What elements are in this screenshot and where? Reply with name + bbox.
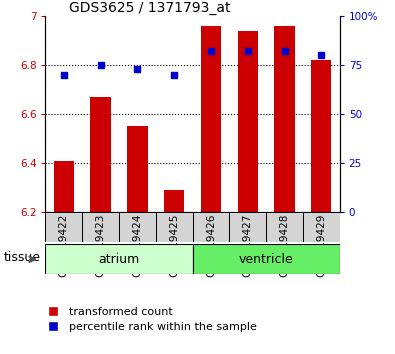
Text: GSM119429: GSM119429	[316, 214, 326, 277]
Bar	[266, 212, 303, 242]
Point	[318, 52, 324, 58]
Text: GSM119428: GSM119428	[280, 214, 290, 277]
Bar	[238, 31, 258, 212]
Bar	[275, 26, 295, 212]
Text: GSM119427: GSM119427	[243, 214, 253, 277]
Bar	[164, 190, 184, 212]
Text: tissue: tissue	[4, 251, 41, 264]
Text: atrium: atrium	[98, 253, 139, 266]
Bar	[82, 212, 119, 242]
Text: GSM119425: GSM119425	[169, 214, 179, 277]
Bar	[119, 212, 156, 242]
Bar	[311, 60, 331, 212]
Point	[98, 62, 104, 68]
Text: GSM119423: GSM119423	[96, 214, 105, 277]
Bar	[54, 161, 74, 212]
Point	[171, 72, 177, 78]
Bar	[303, 212, 340, 242]
Point	[245, 48, 251, 54]
Bar	[193, 244, 340, 274]
Bar	[45, 244, 193, 274]
Bar	[229, 212, 266, 242]
Legend: transformed count, percentile rank within the sample: transformed count, percentile rank withi…	[37, 303, 262, 336]
Bar	[127, 126, 147, 212]
Text: GSM119426: GSM119426	[206, 214, 216, 277]
Point	[61, 72, 67, 78]
Bar	[201, 26, 221, 212]
Text: GSM119422: GSM119422	[59, 214, 69, 277]
Text: GDS3625 / 1371793_at: GDS3625 / 1371793_at	[69, 1, 230, 15]
Point	[208, 48, 214, 54]
Point	[281, 48, 288, 54]
Text: GSM119424: GSM119424	[132, 214, 142, 277]
Point	[134, 66, 141, 72]
Text: ventricle: ventricle	[239, 253, 293, 266]
Bar	[45, 212, 82, 242]
Bar	[156, 212, 193, 242]
Bar	[90, 97, 111, 212]
Bar	[193, 212, 229, 242]
